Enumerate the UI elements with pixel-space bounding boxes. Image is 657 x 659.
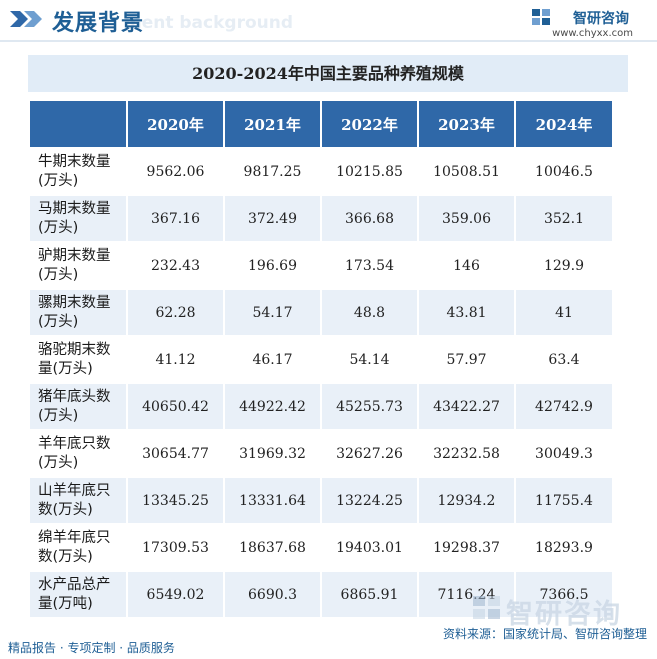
row-label: 牛期末数量 (万头) — [30, 149, 126, 194]
table-cell: 10046.5 — [516, 149, 612, 194]
table-row: 猪年底头数 (万头) 40650.42 44922.42 45255.73 43422.… — [30, 384, 612, 429]
table-row: 绵羊年底只 数(万头) 17309.53 18637.68 19403.01 19298… — [30, 525, 612, 570]
source-note: 资料来源：国家统计局、智研咨询整理 — [442, 627, 647, 641]
table-cell: 13224.25 — [322, 478, 417, 523]
column-header-1: 2020年 — [128, 101, 223, 147]
row-label: 骡期末数量 (万头) — [30, 290, 126, 335]
table-cell: 129.9 — [516, 243, 612, 288]
table-cell: 367.16 — [128, 196, 223, 241]
header-ghost-text: ment background — [124, 13, 294, 33]
table-cell: 30049.3 — [516, 431, 612, 476]
section-title: 发展背景 — [52, 11, 145, 36]
table-cell: 352.1 — [516, 196, 612, 241]
table-cell: 19403.01 — [322, 525, 417, 570]
table-title: 2020-2024年中国主要品种养殖规模 — [28, 55, 628, 92]
table-cell: 44922.42 — [225, 384, 320, 429]
table-cell: 48.8 — [322, 290, 417, 335]
double-chevron-icon — [10, 11, 42, 27]
table-row: 骆驼期末数 量(万头) 41.12 46.17 54.14 57.97 63.4 — [30, 337, 612, 382]
table-cell: 12934.2 — [419, 478, 514, 523]
table-cell: 13345.25 — [128, 478, 223, 523]
page-header: ment background 发展背景 智研咨询 www.chyxx.com — [0, 0, 657, 44]
table-cell: 366.68 — [322, 196, 417, 241]
column-header-2: 2021年 — [225, 101, 320, 147]
table-cell: 6865.91 — [322, 572, 417, 617]
table-cell: 54.14 — [322, 337, 417, 382]
table-cell: 41.12 — [128, 337, 223, 382]
table-row: 骡期末数量 (万头) 62.28 54.17 48.8 43.81 41 — [30, 290, 612, 335]
table-cell: 232.43 — [128, 243, 223, 288]
table-cell: 32232.58 — [419, 431, 514, 476]
row-label: 马期末数量 (万头) — [30, 196, 126, 241]
row-label: 驴期末数量 (万头) — [30, 243, 126, 288]
table-cell: 40650.42 — [128, 384, 223, 429]
row-label: 骆驼期末数 量(万头) — [30, 337, 126, 382]
table-cell: 10508.51 — [419, 149, 514, 194]
table-cell: 43422.27 — [419, 384, 514, 429]
table-row: 马期末数量 (万头) 367.16 372.49 366.68 359.06 352.1 — [30, 196, 612, 241]
table-cell: 54.17 — [225, 290, 320, 335]
table-cell: 9562.06 — [128, 149, 223, 194]
table-cell: 196.69 — [225, 243, 320, 288]
watermark-logo-icon — [473, 596, 500, 619]
table-cell: 18293.9 — [516, 525, 612, 570]
column-header-3: 2022年 — [322, 101, 417, 147]
table-cell: 13331.64 — [225, 478, 320, 523]
table-corner-cell — [30, 101, 126, 147]
table-cell: 6549.02 — [128, 572, 223, 617]
table-cell: 359.06 — [419, 196, 514, 241]
table-cell: 11755.4 — [516, 478, 612, 523]
table-cell: 43.81 — [419, 290, 514, 335]
brand-block: 智研咨询 www.chyxx.com — [503, 6, 643, 42]
table-cell: 30654.77 — [128, 431, 223, 476]
table-cell: 146 — [419, 243, 514, 288]
table-cell: 372.49 — [225, 196, 320, 241]
table-cell: 32627.26 — [322, 431, 417, 476]
table-cell: 7366.5 — [516, 572, 612, 617]
table-cell: 173.54 — [322, 243, 417, 288]
column-header-4: 2023年 — [419, 101, 514, 147]
table-cell: 63.4 — [516, 337, 612, 382]
table-cell: 10215.85 — [322, 149, 417, 194]
table-cell: 62.28 — [128, 290, 223, 335]
table-cell: 18637.68 — [225, 525, 320, 570]
row-label: 山羊年底只 数(万头) — [30, 478, 126, 523]
table-cell: 57.97 — [419, 337, 514, 382]
table-cell: 46.17 — [225, 337, 320, 382]
table-cell: 45255.73 — [322, 384, 417, 429]
column-header-5: 2024年 — [516, 101, 612, 147]
table-row: 牛期末数量 (万头) 9562.06 9817.25 10215.85 10508.51… — [30, 149, 612, 194]
table-row: 水产品总产 量(万吨) 6549.02 6690.3 6865.91 7116.24 73… — [30, 572, 612, 617]
table-cell: 19298.37 — [419, 525, 514, 570]
table-cell: 6690.3 — [225, 572, 320, 617]
data-table: 2020年 2021年 2022年 2023年 2024年 牛期末数量 (万头) 9562… — [28, 99, 614, 619]
table-cell: 17309.53 — [128, 525, 223, 570]
table-row: 山羊年底只 数(万头) 13345.25 13331.64 13224.25 12934… — [30, 478, 612, 523]
row-label: 水产品总产 量(万吨) — [30, 572, 126, 617]
brand-name: 智研咨询 — [573, 11, 629, 27]
brand-url[interactable]: www.chyxx.com — [552, 28, 633, 39]
table-cell: 42742.9 — [516, 384, 612, 429]
table-cell: 9817.25 — [225, 149, 320, 194]
row-label: 猪年底头数 (万头) — [30, 384, 126, 429]
footer-slogan: 精品报告 · 专项定制 · 品质服务 — [8, 641, 175, 655]
table-cell: 31969.32 — [225, 431, 320, 476]
header-divider — [0, 40, 657, 42]
table-body: 牛期末数量 (万头) 9562.06 9817.25 10215.85 10508.51… — [30, 149, 612, 617]
table-row: 羊年底只数 (万头) 30654.77 31969.32 32627.26 32232.… — [30, 431, 612, 476]
page-footer: 精品报告 · 专项定制 · 品质服务 资料来源：国家统计局、智研咨询整理 — [0, 627, 657, 659]
table-cell: 41 — [516, 290, 612, 335]
table-row: 驴期末数量 (万头) 232.43 196.69 173.54 146 129.9 — [30, 243, 612, 288]
watermark-text: 智研咨询 — [506, 599, 622, 630]
row-label: 绵羊年底只 数(万头) — [30, 525, 126, 570]
row-label: 羊年底只数 (万头) — [30, 431, 126, 476]
zhiyan-logo-icon — [532, 9, 550, 25]
table-header-row: 2020年 2021年 2022年 2023年 2024年 — [30, 101, 612, 147]
